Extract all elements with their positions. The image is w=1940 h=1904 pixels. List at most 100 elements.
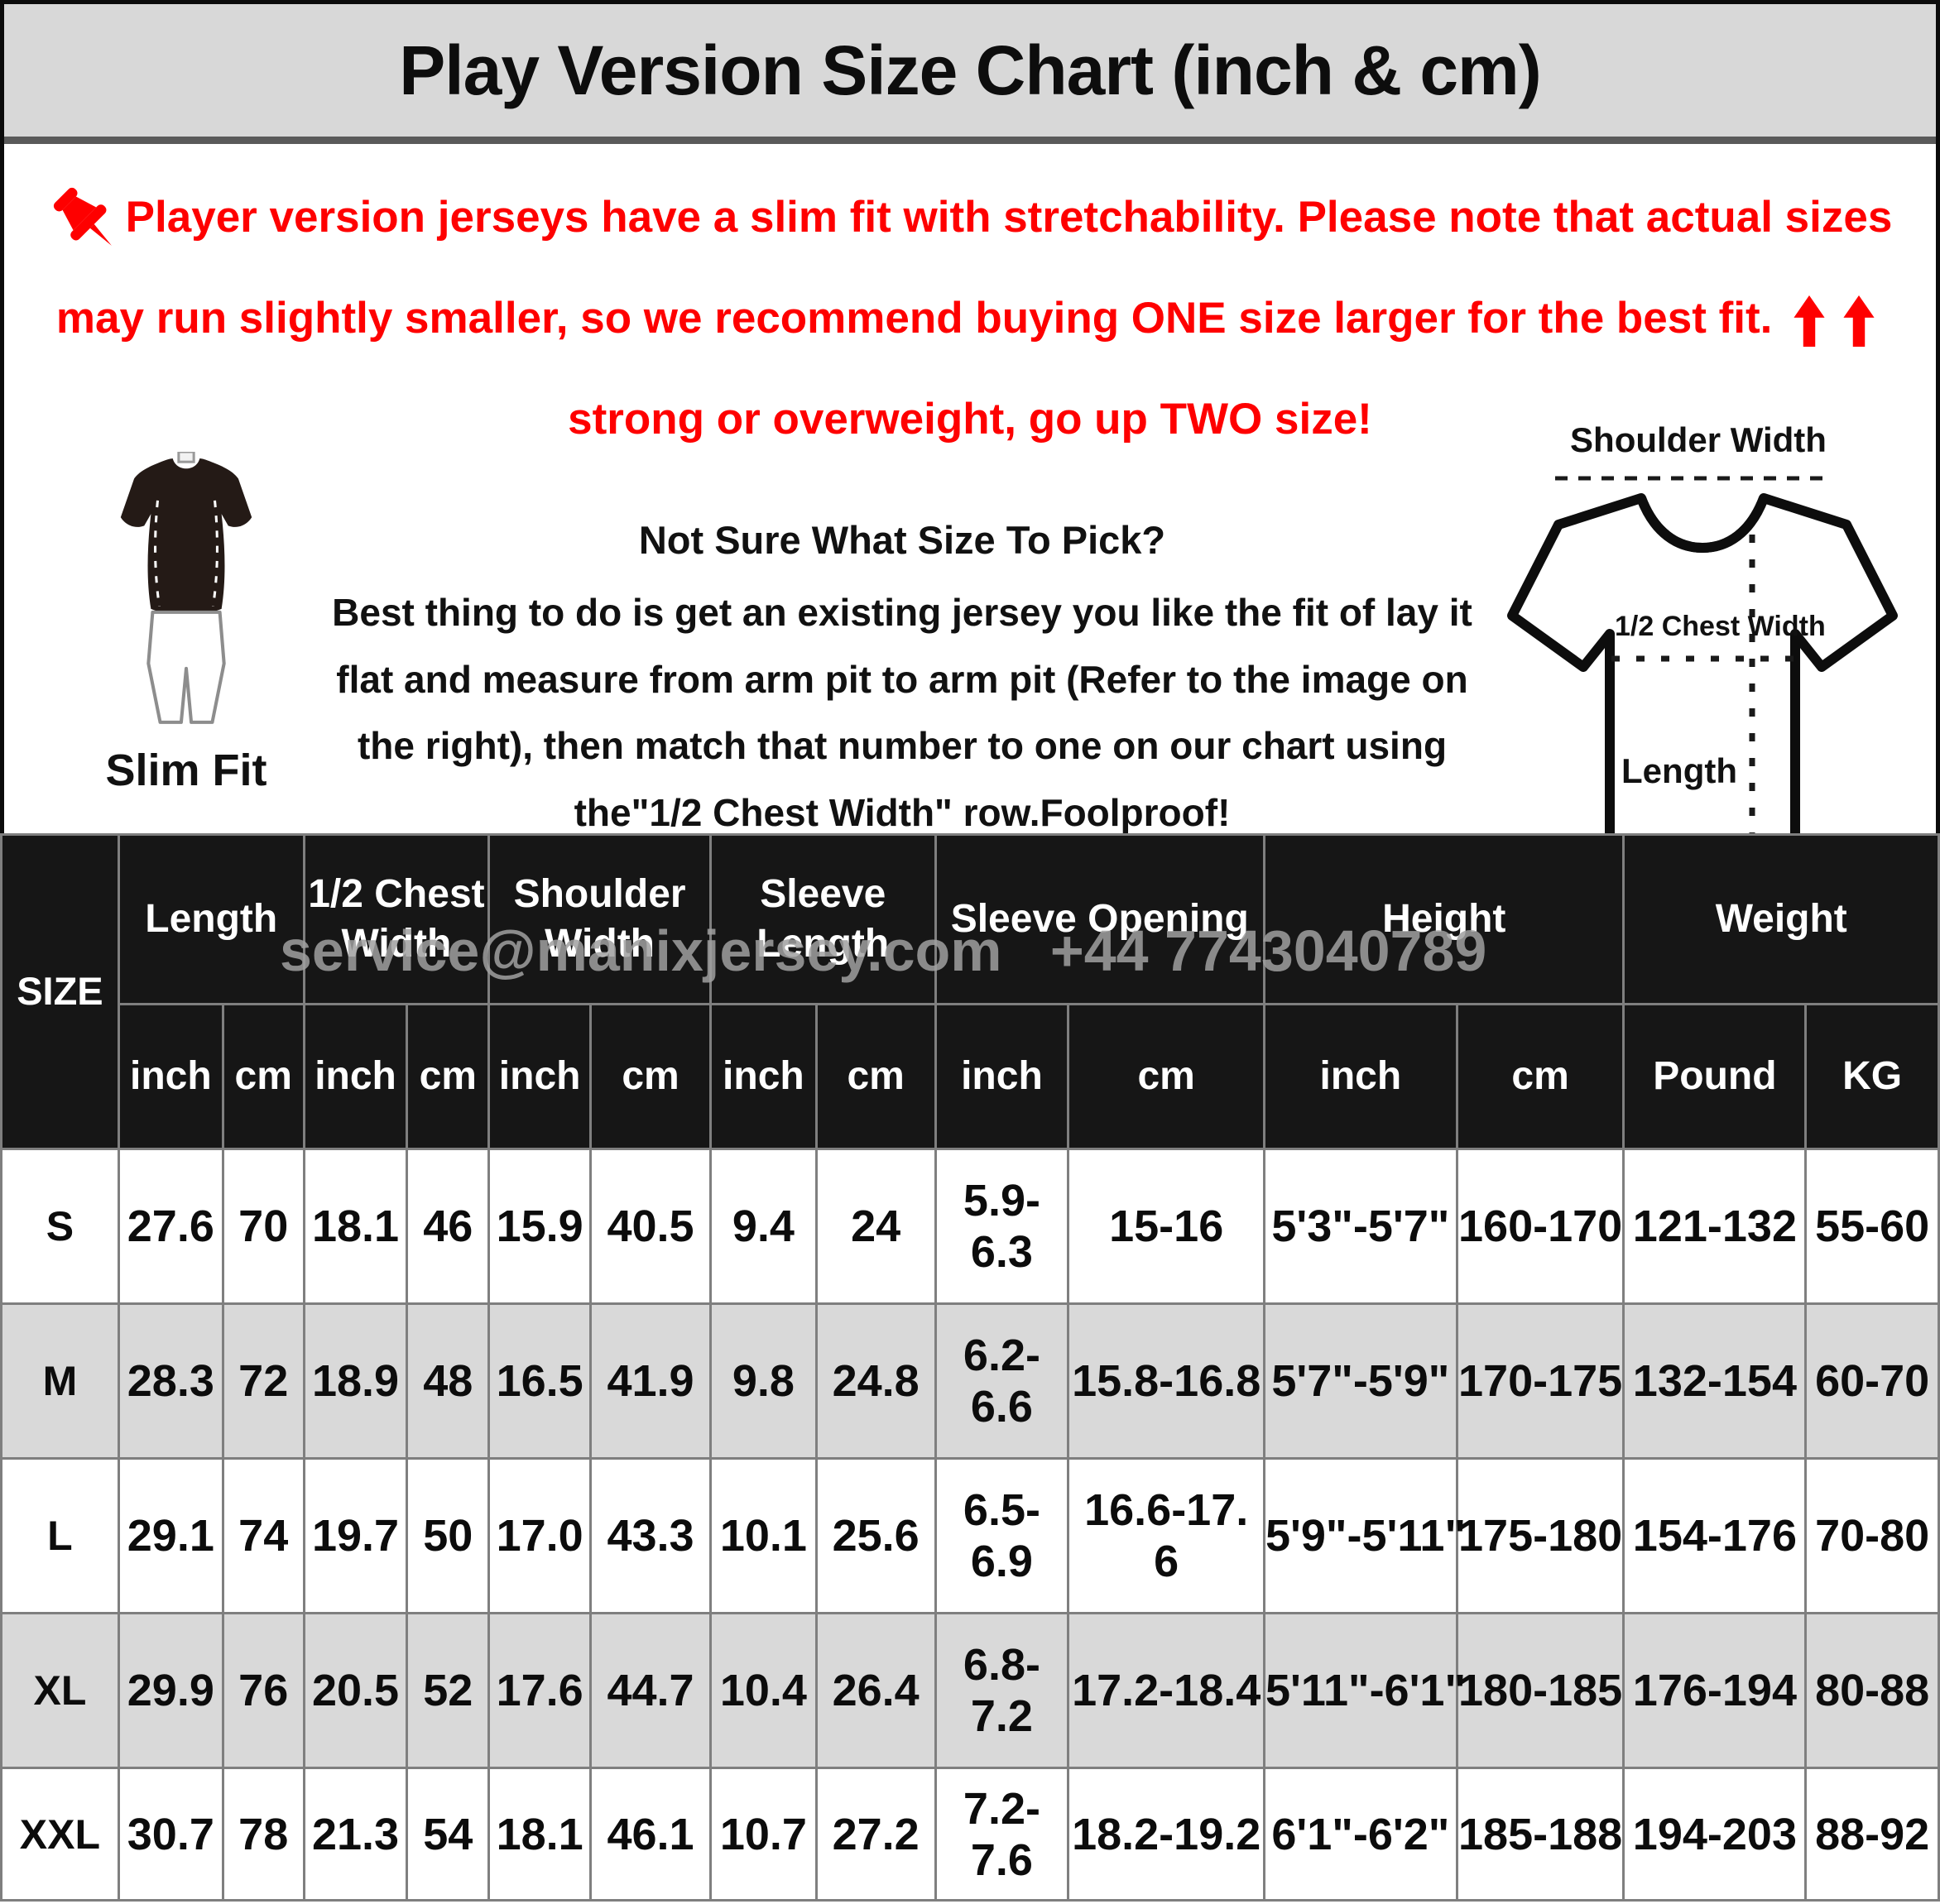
size-row: S 27.6 70 18.1 46 15.9 40.5 9.4 24 5.9-6.3 15-16 5'…: [0, 1148, 1940, 1305]
value-cell: 41.9: [589, 1302, 712, 1460]
size-help-heading: Not Sure What Size To Pick?: [638, 518, 1166, 562]
value-cell: 160-170: [1455, 1148, 1625, 1305]
size-cell: XL: [0, 1612, 120, 1769]
slim-fit-label: Slim Fit: [105, 746, 267, 795]
value-cell: 5'11"-6'1": [1263, 1612, 1466, 1769]
value-cell: 52: [406, 1612, 491, 1769]
unit-header: inch: [1263, 1003, 1458, 1150]
value-cell: 9.8: [708, 1302, 818, 1460]
value-cell: 18.1: [302, 1148, 409, 1305]
value-cell: 175-180: [1455, 1457, 1625, 1614]
value-cell: 18.1: [487, 1767, 593, 1902]
unit-header: cm: [814, 1003, 937, 1150]
column-group-header: Weight: [1622, 833, 1940, 1005]
column-group-header: Height: [1263, 833, 1625, 1005]
size-row: XXL 30.7 78 21.3 54 18.1 46.1 10.7 27.2 7.2-7.6 18…: [0, 1767, 1940, 1902]
size-table: SIZE Length 1/2 Chest Width Shoulder Width S…: [0, 833, 1940, 1902]
size-cell: M: [0, 1302, 120, 1460]
value-cell: 72: [221, 1302, 305, 1460]
value-cell: 10.1: [708, 1457, 818, 1614]
title-bar: Play Version Size Chart (inch & cm): [4, 4, 1936, 144]
value-cell: 46: [406, 1148, 491, 1305]
value-cell: 194-203: [1622, 1767, 1808, 1902]
size-cell: S: [0, 1148, 120, 1305]
value-cell: 40.5: [589, 1148, 712, 1305]
value-cell: 19.7: [302, 1457, 409, 1614]
value-cell: 20.5: [302, 1612, 409, 1769]
value-cell: 7.2-7.6: [934, 1767, 1070, 1902]
value-cell: 24: [814, 1148, 937, 1305]
value-cell: 16.6-17. 6: [1067, 1457, 1266, 1614]
value-cell: 15-16: [1067, 1148, 1266, 1305]
unit-header: cm: [1067, 1003, 1266, 1150]
value-cell: 18.2-19.2: [1067, 1767, 1266, 1902]
value-cell: 78: [221, 1767, 305, 1902]
value-cell: 46.1: [589, 1767, 712, 1902]
up-arrow-icon: [1794, 295, 1825, 347]
value-cell: 88-92: [1804, 1767, 1940, 1902]
up-arrow-icon: [1843, 295, 1875, 347]
size-row: XL 29.9 76 20.5 52 17.6 44.7 10.4 26.4 6.8-7.2 17.…: [0, 1612, 1940, 1769]
value-cell: 76: [221, 1612, 305, 1769]
value-cell: 54: [406, 1767, 491, 1902]
diagram-half-chest-width-label: 1/2 Chest Width: [1615, 611, 1826, 642]
slim-fit-figure: [120, 450, 252, 724]
value-cell: 55-60: [1804, 1148, 1940, 1305]
value-cell: 6.8-7.2: [934, 1612, 1070, 1769]
column-group-header: Length: [117, 833, 305, 1005]
value-cell: 6.2-6.6: [934, 1302, 1070, 1460]
unit-header: inch: [934, 1003, 1070, 1150]
value-cell: 5'7"-5'9": [1263, 1302, 1458, 1460]
value-cell: 50: [406, 1457, 491, 1614]
value-cell: 17.0: [487, 1457, 593, 1614]
column-group-header: Sleeve Opening: [934, 833, 1266, 1005]
column-group-header: Sleeve Length: [708, 833, 937, 1005]
value-cell: 70-80: [1804, 1457, 1940, 1614]
value-cell: 180-185: [1455, 1612, 1625, 1769]
value-cell: 15.9: [487, 1148, 593, 1305]
column-group-header: Shoulder Width: [487, 833, 712, 1005]
page-title: Play Version Size Chart (inch & cm): [399, 31, 1541, 109]
unit-header: cm: [406, 1003, 491, 1150]
value-cell: 70: [221, 1148, 305, 1305]
unit-header: cm: [221, 1003, 305, 1150]
unit-header: KG: [1804, 1003, 1940, 1150]
size-row: M 28.3 72 18.9 48 16.5 41.9 9.8 24.8 6.2-6.6 15.8-…: [0, 1302, 1940, 1460]
value-cell: 26.4: [814, 1612, 937, 1769]
value-cell: 43.3: [589, 1457, 712, 1614]
value-cell: 27.2: [814, 1767, 937, 1902]
value-cell: 28.3: [117, 1302, 224, 1460]
value-cell: 27.6: [117, 1148, 224, 1305]
value-cell: 21.3: [302, 1767, 409, 1902]
value-cell: 15.8-16.8: [1067, 1302, 1266, 1460]
size-cell: XXL: [0, 1767, 120, 1902]
value-cell: 185-188: [1455, 1767, 1625, 1902]
value-cell: 24.8: [814, 1302, 937, 1460]
unit-header: cm: [589, 1003, 712, 1150]
diagram-shoulder-width-label: Shoulder Width: [1570, 420, 1827, 459]
fit-warning-note: Player version jerseys have a slim fit w…: [19, 167, 1921, 470]
value-cell: 29.9: [117, 1612, 224, 1769]
value-cell: 29.1: [117, 1457, 224, 1614]
value-cell: 176-194: [1622, 1612, 1808, 1769]
value-cell: 48: [406, 1302, 491, 1460]
value-cell: 17.6: [487, 1612, 593, 1769]
value-cell: 18.9: [302, 1302, 409, 1460]
note-text-2: strong or overweight, go up TWO size!: [568, 394, 1372, 444]
value-cell: 6'1"-6'2": [1263, 1767, 1458, 1902]
unit-header: inch: [708, 1003, 818, 1150]
unit-header: inch: [487, 1003, 593, 1150]
value-cell: 10.4: [708, 1612, 818, 1769]
pushpin-icon: [53, 187, 112, 246]
size-chart-sheet: Play Version Size Chart (inch & cm) Play…: [0, 0, 1940, 833]
value-cell: 5'9"-5'11": [1263, 1457, 1466, 1614]
value-cell: 154-176: [1622, 1457, 1808, 1614]
unit-header: inch: [302, 1003, 409, 1150]
value-cell: 9.4: [708, 1148, 818, 1305]
value-cell: 16.5: [487, 1302, 593, 1460]
value-cell: 10.7: [708, 1767, 818, 1902]
value-cell: 74: [221, 1457, 305, 1614]
value-cell: 170-175: [1455, 1302, 1625, 1460]
column-group-header: 1/2 Chest Width: [302, 833, 491, 1005]
size-column-header: SIZE: [0, 833, 120, 1150]
